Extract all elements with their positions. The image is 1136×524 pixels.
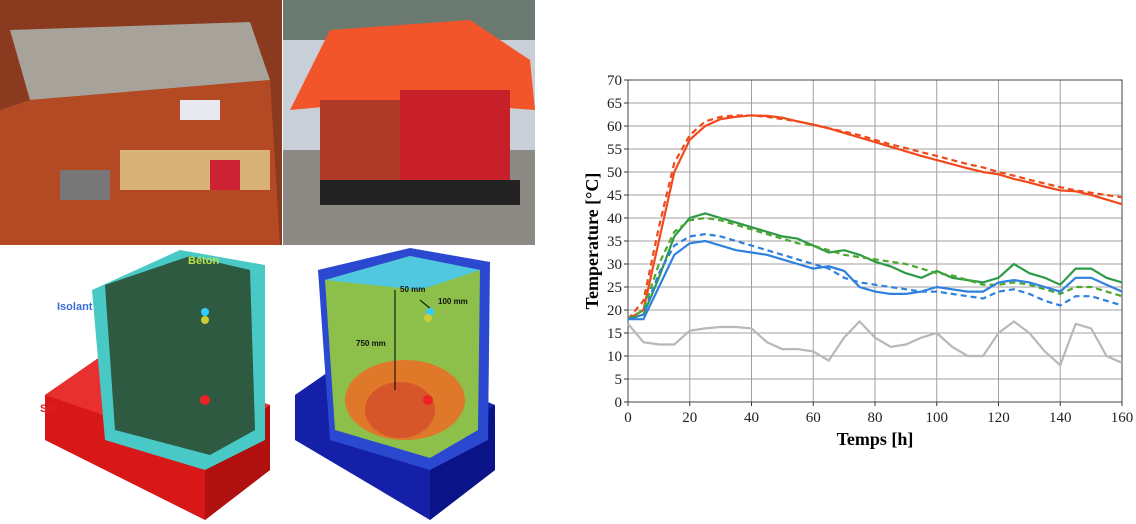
data-line xyxy=(627,212,1123,321)
y-tick-label: 35 xyxy=(607,234,622,250)
x-tick-label: 80 xyxy=(868,410,883,426)
data-line xyxy=(627,319,1123,368)
data-line xyxy=(627,232,1123,321)
x-tick-label: 40 xyxy=(744,410,759,426)
y-tick-label: 60 xyxy=(607,119,622,135)
model-temperature xyxy=(295,248,495,520)
y-tick-label: 45 xyxy=(607,188,622,204)
y-tick-label: 25 xyxy=(607,280,622,296)
y-tick-label: 5 xyxy=(615,372,623,388)
y-tick-label: 40 xyxy=(607,211,622,227)
y-axis-title: Temperature [°C] xyxy=(582,173,602,310)
y-tick-label: 65 xyxy=(607,96,622,112)
y-tick-label: 20 xyxy=(607,303,622,319)
photo-formwork xyxy=(0,0,282,245)
label-insulation: Isolant xyxy=(57,301,93,313)
x-axis-title: Temps [h] xyxy=(837,429,914,449)
x-tick-label: 160 xyxy=(1111,410,1134,426)
x-tick-label: 140 xyxy=(1049,410,1072,426)
label-depth-top: 50 mm xyxy=(400,285,425,294)
label-concrete: Béton xyxy=(188,255,219,267)
data-line xyxy=(627,216,1123,321)
chart: 0 5 10 15 20 25 30 35 40 45 50 55 60 65 70 0 20 40 60 80 100… xyxy=(607,73,1133,426)
data-line xyxy=(628,239,1123,321)
x-tick-label: 100 xyxy=(926,410,949,426)
y-tick-label: 10 xyxy=(607,349,622,365)
data-line xyxy=(627,114,1123,320)
x-tick-label: 120 xyxy=(987,410,1010,426)
y-tick-label: 0 xyxy=(615,395,623,411)
x-tick-label: 60 xyxy=(806,410,821,426)
x-tick-label: 20 xyxy=(682,410,697,426)
model-geometry xyxy=(45,250,270,520)
y-tick-label: 15 xyxy=(607,326,622,342)
y-tick-label: 50 xyxy=(607,165,622,181)
photo-heater xyxy=(283,0,535,245)
label-soil: Sol xyxy=(40,403,57,415)
plot-frame xyxy=(627,79,1123,403)
x-tick-label: 0 xyxy=(624,410,632,426)
label-depth-center: 750 mm xyxy=(356,339,386,348)
y-tick-label: 55 xyxy=(607,142,622,158)
y-tick-label: 70 xyxy=(607,73,622,89)
label-depth-side: 100 mm xyxy=(438,297,468,306)
y-tick-label: 30 xyxy=(607,257,622,273)
data-line xyxy=(627,114,1123,321)
